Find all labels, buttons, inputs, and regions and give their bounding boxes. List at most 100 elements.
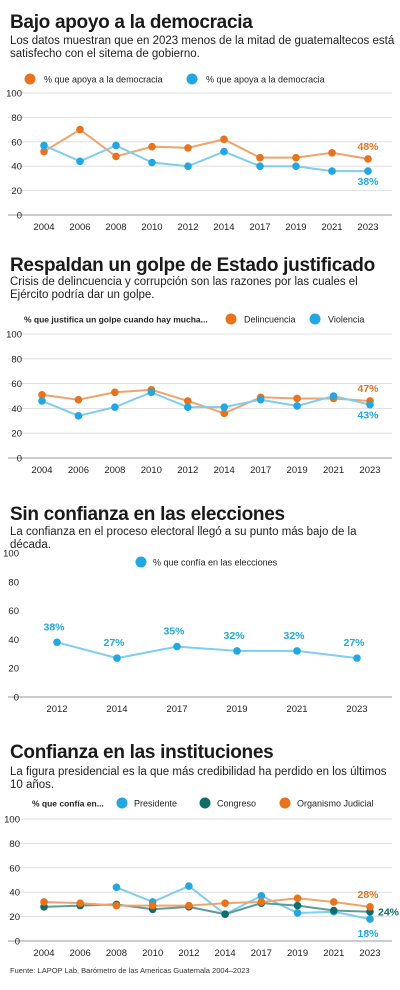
source-note: Fuente: LAPOP Lab, Barómetro de las Amer… — [10, 966, 250, 975]
data-point — [76, 125, 84, 134]
y-tick-label: 40 — [11, 162, 22, 173]
data-label: 32% — [283, 630, 305, 642]
y-tick-label: 40 — [11, 404, 22, 415]
data-point — [233, 647, 241, 655]
data-point — [74, 395, 83, 404]
chart-title: Confianza en las instituciones — [10, 742, 274, 763]
x-tick-label: 2023 — [346, 704, 367, 715]
data-point — [256, 395, 265, 404]
data-point — [183, 403, 192, 411]
data-point — [53, 638, 61, 647]
x-tick-label: 2014 — [214, 465, 235, 476]
data-point — [74, 412, 83, 420]
y-tick-label: 0 — [17, 211, 22, 222]
legend-label: % que apoya a la democracia — [44, 75, 163, 85]
x-tick-label: 2012 — [177, 222, 198, 233]
x-tick-label: 2021 — [321, 222, 342, 233]
series-line — [43, 128, 369, 160]
end-value-label: 47% — [357, 383, 379, 395]
data-point — [112, 901, 121, 910]
x-tick-label: 2017 — [166, 704, 187, 715]
data-point — [256, 162, 264, 170]
series-line — [41, 391, 371, 417]
x-tick-label: 2006 — [69, 222, 90, 233]
data-point — [38, 390, 46, 399]
x-tick-label: 2004 — [33, 222, 54, 233]
legend-label: % que confía en las elecciones — [153, 558, 278, 568]
data-point — [221, 910, 229, 918]
chart-title: Respaldan un golpe de Estado justificado — [10, 255, 375, 276]
data-point — [220, 147, 228, 156]
chart-section-democracia: Bajo apoyo a la democracia Los datos mue… — [0, 0, 400, 240]
y-tick-label: 60 — [11, 379, 22, 390]
y-tick-label: 100 — [6, 330, 22, 341]
data-point — [257, 892, 266, 900]
data-point — [293, 901, 302, 910]
data-point — [40, 141, 48, 150]
y-tick-label: 80 — [9, 839, 20, 850]
data-point — [38, 397, 46, 405]
legend-marker — [24, 73, 36, 85]
y-tick-label: 60 — [11, 137, 22, 148]
y-tick-label: 0 — [15, 937, 20, 948]
data-point — [148, 158, 156, 167]
y-tick-label: 80 — [11, 354, 22, 365]
data-point — [293, 647, 301, 655]
data-point — [148, 901, 157, 910]
series-line — [56, 641, 358, 660]
y-tick-label: 60 — [9, 863, 20, 874]
chart-democracia: 0 20 40 60 80 100 2004 2006 2008 2010 2012 2014 2017… — [6, 73, 392, 233]
data-label: 35% — [163, 626, 185, 638]
y-tick-label: 0 — [14, 693, 19, 704]
data-point — [293, 394, 301, 403]
data-point — [184, 162, 192, 170]
y-tick-label: 40 — [9, 888, 20, 899]
legend-title: % que justifica un golpe cuando hay much… — [24, 315, 208, 325]
data-point — [112, 152, 120, 161]
x-tick-label: 2012 — [46, 704, 67, 715]
chart-section-golpe: Respaldan un golpe de Estado justificado… — [0, 245, 400, 490]
data-point — [147, 388, 156, 397]
chart-instituciones: 0 20 40 60 80 100 2004 2006 2008 2010 2012 2014 2017… — [4, 797, 400, 959]
legend-label: Violencia — [328, 315, 364, 325]
x-tick-label: 2019 — [285, 222, 306, 233]
data-label: 27% — [343, 637, 365, 649]
data-point — [366, 915, 374, 923]
data-point — [293, 894, 302, 903]
data-point — [292, 162, 300, 170]
legend-marker — [225, 313, 237, 325]
end-value-label: 18% — [357, 928, 379, 940]
chart-golpe: 0 20 40 60 80 100 2004 2006 2008 2010 2012 2014 2017… — [6, 313, 392, 476]
data-point — [293, 402, 301, 410]
x-tick-label: 2017 — [249, 222, 270, 233]
data-point — [112, 141, 120, 150]
x-tick-label: 2021 — [323, 465, 344, 476]
x-tick-label: 2021 — [323, 948, 344, 959]
data-point — [257, 898, 266, 906]
chart-subtitle: Crisis de delincuencia y corrupción son … — [10, 276, 358, 301]
x-tick-label: 2008 — [105, 222, 126, 233]
data-point — [221, 899, 229, 907]
x-tick-label: 2014 — [213, 222, 234, 233]
data-point — [220, 135, 228, 144]
legend-label: % que apoya a la democracia — [206, 75, 325, 85]
end-value-label: 43% — [357, 410, 379, 422]
legend-label: Organismo Judicial — [297, 799, 374, 809]
data-point — [220, 403, 229, 411]
data-point — [113, 654, 121, 662]
data-point — [111, 403, 119, 411]
chart-title: Sin confianza en las elecciones — [10, 504, 285, 525]
series-line — [116, 884, 371, 921]
x-tick-label: 2006 — [68, 465, 89, 476]
chart-section-instituciones: Confianza en las instituciones La figura… — [0, 735, 400, 965]
x-tick-label: 2012 — [178, 948, 199, 959]
y-tick-label: 20 — [9, 912, 20, 923]
data-point — [173, 642, 181, 651]
data-point — [366, 903, 374, 911]
legend-label: Congreso — [217, 799, 256, 809]
y-tick-label: 80 — [11, 113, 22, 124]
data-point — [256, 153, 264, 162]
end-value-label: 48% — [357, 141, 379, 153]
x-tick-label: 2010 — [141, 465, 162, 476]
x-tick-label: 2006 — [70, 948, 91, 959]
